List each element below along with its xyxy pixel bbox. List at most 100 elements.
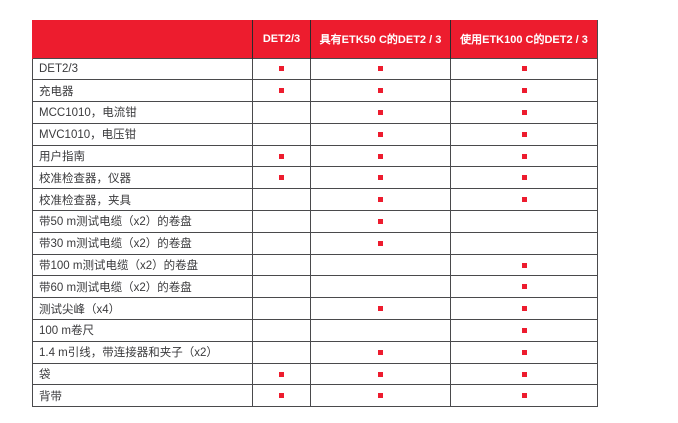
row-label: 带60 m测试电缆（x2）的卷盘 <box>32 275 253 299</box>
empty-cell <box>252 188 311 212</box>
included-cell <box>310 210 451 233</box>
included-marker-icon <box>378 109 383 115</box>
header-row: DET2/3 具有ETK50 C的DET2 / 3 使用ETK100 C的DET… <box>32 20 598 58</box>
empty-cell <box>252 275 311 299</box>
included-marker-icon <box>521 88 527 94</box>
included-marker-icon <box>279 153 284 159</box>
included-cell <box>450 297 598 321</box>
table-row: 背带 <box>32 384 598 408</box>
empty-cell <box>252 319 311 342</box>
included-marker-icon <box>378 371 383 377</box>
included-marker-icon <box>378 175 383 181</box>
table-row: 用户指南 <box>32 144 598 168</box>
empty-cell <box>450 210 598 233</box>
row-label: MVC1010，电压钳 <box>32 122 253 146</box>
included-cell <box>450 166 598 190</box>
included-marker-icon <box>378 218 383 224</box>
empty-cell <box>252 231 311 255</box>
row-label: MCC1010，电流钳 <box>32 101 253 124</box>
included-marker-icon <box>521 306 527 312</box>
included-marker-icon <box>521 349 527 355</box>
included-cell <box>310 101 451 124</box>
included-cell <box>252 144 311 168</box>
table-row: MCC1010，电流钳 <box>32 101 598 124</box>
included-marker-icon <box>521 153 527 159</box>
table-row: 袋 <box>32 362 598 386</box>
included-marker-icon <box>521 175 527 181</box>
included-marker-icon <box>378 240 383 246</box>
included-marker-icon <box>279 175 284 181</box>
empty-cell <box>252 122 311 146</box>
included-cell <box>310 188 451 212</box>
included-marker-icon <box>279 66 284 72</box>
included-cell <box>450 253 598 277</box>
included-cell <box>310 384 451 408</box>
included-marker-icon <box>378 66 383 72</box>
table-row: 带60 m测试电缆（x2）的卷盘 <box>32 275 598 299</box>
empty-cell <box>252 340 311 364</box>
empty-cell <box>310 319 451 342</box>
included-cell <box>450 384 598 408</box>
table-row: 带50 m测试电缆（x2）的卷盘 <box>32 210 598 233</box>
row-label: 100 m卷尺 <box>32 319 253 342</box>
row-label: 背带 <box>32 384 253 408</box>
included-marker-icon <box>279 88 284 94</box>
included-cell <box>450 188 598 212</box>
row-label: 充电器 <box>32 79 253 103</box>
included-cell <box>450 362 598 386</box>
included-cell <box>450 340 598 364</box>
included-marker-icon <box>521 371 527 377</box>
included-marker-icon <box>279 393 284 399</box>
table-row: MVC1010，电压钳 <box>32 122 598 146</box>
row-label: 带50 m测试电缆（x2）的卷盘 <box>32 210 253 233</box>
included-cell <box>450 57 598 81</box>
empty-cell <box>252 210 311 233</box>
empty-cell <box>310 253 451 277</box>
empty-cell <box>252 297 311 321</box>
included-marker-icon <box>521 66 527 72</box>
accessory-compatibility-table: DET2/3 具有ETK50 C的DET2 / 3 使用ETK100 C的DET… <box>32 20 598 408</box>
included-marker-icon <box>378 88 383 94</box>
included-marker-icon <box>279 371 284 377</box>
included-marker-icon <box>378 131 383 137</box>
included-cell <box>310 362 451 386</box>
row-label: 带30 m测试电缆（x2）的卷盘 <box>32 231 253 255</box>
included-cell <box>252 384 311 408</box>
table-row: 校准检查器，夹具 <box>32 188 598 212</box>
table-row: 充电器 <box>32 79 598 103</box>
included-cell <box>252 57 311 81</box>
included-cell <box>450 79 598 103</box>
included-cell <box>310 57 451 81</box>
included-cell <box>252 362 311 386</box>
included-marker-icon <box>378 349 383 355</box>
row-label: 1.4 m引线，带连接器和夹子（x2） <box>32 340 253 364</box>
table-row: 校准检查器，仪器 <box>32 166 598 190</box>
included-cell <box>252 166 311 190</box>
included-marker-icon <box>521 262 527 268</box>
table-row: 1.4 m引线，带连接器和夹子（x2） <box>32 340 598 364</box>
table-row: 测试尖峰（x4） <box>32 297 598 321</box>
table-row: 100 m卷尺 <box>32 319 598 342</box>
row-label: 袋 <box>32 362 253 386</box>
included-marker-icon <box>521 131 527 137</box>
row-label: 校准检查器，仪器 <box>32 166 253 190</box>
table-row: DET2/3 <box>32 57 598 81</box>
empty-cell <box>252 253 311 277</box>
included-marker-icon <box>521 327 527 333</box>
row-label: 校准检查器，夹具 <box>32 188 253 212</box>
table-row: 带30 m测试电缆（x2）的卷盘 <box>32 231 598 255</box>
included-cell <box>450 319 598 342</box>
included-marker-icon <box>378 197 383 203</box>
included-cell <box>310 340 451 364</box>
row-label: 测试尖峰（x4） <box>32 297 253 321</box>
included-cell <box>450 122 598 146</box>
included-marker-icon <box>521 109 527 115</box>
included-cell <box>310 166 451 190</box>
row-label: 用户指南 <box>32 144 253 168</box>
included-cell <box>310 122 451 146</box>
included-cell <box>310 79 451 103</box>
included-marker-icon <box>521 284 527 290</box>
column-header-etk100: 使用ETK100 C的DET2 / 3 <box>450 20 598 58</box>
column-header-etk50: 具有ETK50 C的DET2 / 3 <box>310 20 451 58</box>
